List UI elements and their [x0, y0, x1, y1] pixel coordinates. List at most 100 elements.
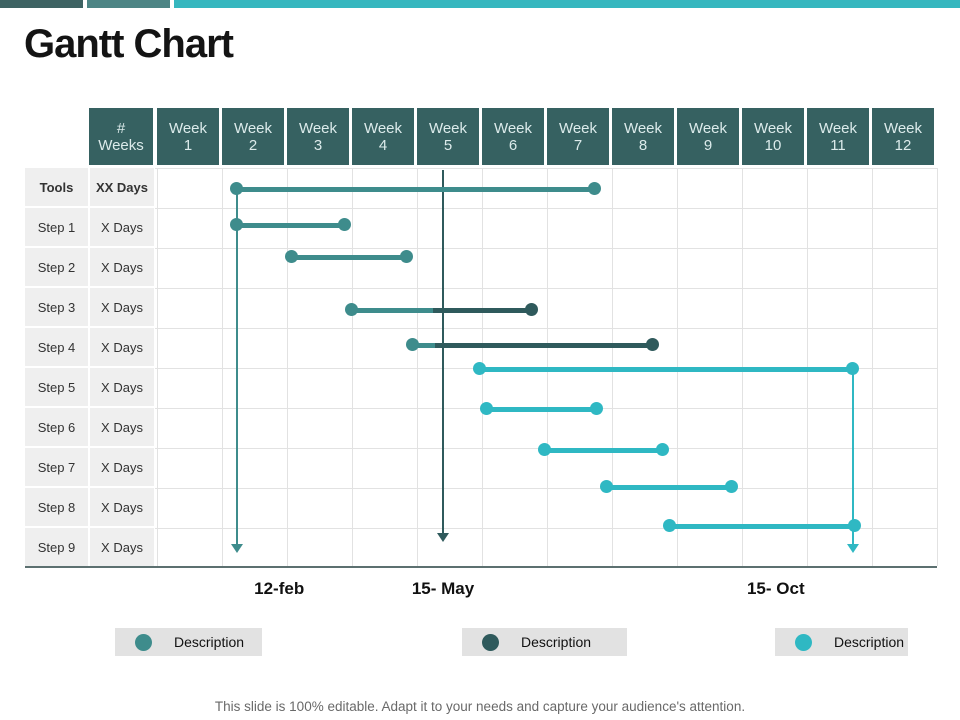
- milestone-arrowhead-icon: [437, 533, 449, 542]
- top-accent-segment: [174, 0, 960, 8]
- bar-end-dot: [588, 182, 602, 195]
- grid-vline: [872, 168, 873, 566]
- grid-vline: [222, 168, 223, 566]
- week-header-cell: Week 3: [287, 108, 349, 165]
- bar-start-dot: [538, 443, 552, 456]
- row-label: Step 8: [25, 488, 88, 526]
- bar-end-dot: [848, 519, 862, 532]
- gantt-bar: [487, 407, 598, 412]
- grid-hline: [155, 248, 937, 249]
- week-header-cell: Week 12: [872, 108, 934, 165]
- week-header-cell: Week 4: [352, 108, 414, 165]
- gantt-bar: [480, 367, 854, 372]
- legend-item: Description: [462, 628, 627, 656]
- week-header-cell: Week 8: [612, 108, 674, 165]
- bar-end-dot: [655, 443, 669, 456]
- bar-end-dot: [725, 480, 739, 493]
- grid-hline: [155, 488, 937, 489]
- legend-dot: [795, 633, 812, 651]
- legend-dot: [482, 633, 499, 651]
- gantt-bar: [433, 308, 533, 313]
- row-days: X Days: [90, 208, 154, 246]
- grid-vline: [417, 168, 418, 566]
- gantt-bar: [292, 255, 408, 260]
- bar-start-dot: [285, 250, 299, 263]
- grid-vline: [352, 168, 353, 566]
- week-header-cell: Week 5: [417, 108, 479, 165]
- week-header-cell: Week 11: [807, 108, 869, 165]
- row-days: X Days: [90, 448, 154, 486]
- bar-start-dot: [406, 338, 420, 351]
- gantt-bar: [236, 187, 596, 192]
- row-label: Step 3: [25, 288, 88, 326]
- row-label: Step 7: [25, 448, 88, 486]
- row-label: Step 5: [25, 368, 88, 406]
- legend-item: Description: [115, 628, 262, 656]
- row-days: X Days: [90, 288, 154, 326]
- legend-label: Description: [174, 634, 245, 650]
- grid-vline: [937, 168, 938, 566]
- row-label: Step 2: [25, 248, 88, 286]
- bar-start-dot: [229, 218, 243, 231]
- grid-vline: [287, 168, 288, 566]
- week-header-cell: Week 1: [157, 108, 219, 165]
- row-days: X Days: [90, 408, 154, 446]
- row-label: Step 9: [25, 528, 88, 566]
- bar-end-dot: [846, 362, 860, 375]
- bar-start-dot: [599, 480, 613, 493]
- bar-start-dot: [229, 182, 243, 195]
- bar-end-dot: [590, 402, 604, 415]
- row-days: XX Days: [90, 168, 154, 206]
- milestone-arrow-line: [852, 369, 855, 545]
- row-days: X Days: [90, 488, 154, 526]
- grid-hline: [155, 288, 937, 289]
- bar-start-dot: [345, 303, 358, 316]
- gantt-bar: [435, 343, 653, 348]
- week-header-cell: Week 10: [742, 108, 804, 165]
- gantt-bar: [669, 524, 856, 529]
- gantt-bar: [545, 448, 663, 453]
- milestone-arrow-line: [235, 189, 238, 545]
- bar-end-dot: [645, 338, 659, 351]
- week-header-cell: Week 6: [482, 108, 544, 165]
- grid-hline: [155, 328, 937, 329]
- bar-end-dot: [525, 303, 539, 316]
- gantt-bar: [413, 343, 436, 348]
- chart-baseline: [25, 566, 937, 568]
- row-label: Tools: [25, 168, 88, 206]
- weeks-header-cell: # Weeks: [89, 108, 153, 165]
- row-days: X Days: [90, 528, 154, 566]
- bar-start-dot: [662, 519, 676, 532]
- gantt-bar: [606, 485, 733, 490]
- week-header-cell: Week 2: [222, 108, 284, 165]
- milestone-arrowhead-icon: [847, 544, 860, 553]
- top-accent-segment: [87, 0, 170, 8]
- page-title: Gantt Chart: [24, 22, 234, 66]
- row-days: X Days: [90, 248, 154, 286]
- bar-end-dot: [337, 218, 351, 231]
- milestone-label: 15- Oct: [746, 579, 805, 598]
- row-label: Step 4: [25, 328, 88, 366]
- row-label: Step 6: [25, 408, 88, 446]
- legend-label: Description: [834, 634, 905, 650]
- footer-note: This slide is 100% editable. Adapt it to…: [214, 699, 746, 714]
- week-header-cell: Week 7: [547, 108, 609, 165]
- row-label: Step 1: [25, 208, 88, 246]
- gantt-bar: [236, 223, 345, 228]
- bar-start-dot: [473, 362, 487, 375]
- legend-label: Description: [521, 634, 592, 650]
- legend-dot: [135, 633, 152, 651]
- milestone-arrow-line: [442, 170, 444, 534]
- week-header-cell: Week 9: [677, 108, 739, 165]
- grid-hline: [155, 528, 937, 529]
- bar-start-dot: [480, 402, 494, 415]
- top-accent-segment: [0, 0, 83, 8]
- grid-vline: [157, 168, 158, 566]
- gantt-bar: [352, 308, 434, 313]
- grid-hline: [155, 168, 937, 169]
- row-days: X Days: [90, 328, 154, 366]
- milestone-label: 15- May: [411, 579, 475, 598]
- milestone-label: 12-feb: [254, 579, 305, 598]
- bar-end-dot: [400, 250, 414, 263]
